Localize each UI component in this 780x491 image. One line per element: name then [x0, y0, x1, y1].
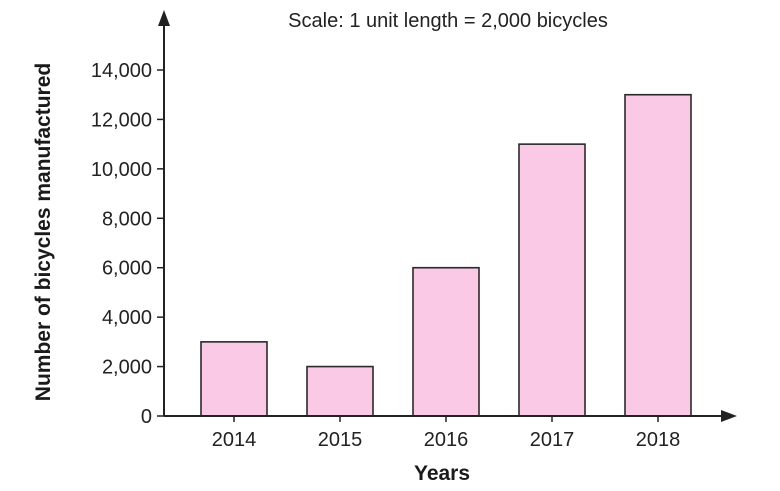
bar-2016: [412, 266, 480, 417]
y-tick-label: 6,000: [102, 258, 152, 280]
y-tick-label: 8,000: [102, 208, 152, 230]
y-axis: [158, 10, 170, 416]
x-tick-label: 2014: [212, 429, 257, 451]
x-tick-label: 2015: [318, 429, 363, 451]
bar-2017: [518, 143, 586, 417]
bars-group: [200, 93, 692, 417]
y-tick-label: 4,000: [102, 307, 152, 329]
y-tick-label: 2,000: [102, 357, 152, 379]
x-axis: [164, 410, 737, 422]
y-tick-label: 14,000: [91, 60, 152, 82]
bar-2014: [200, 341, 268, 417]
x-tick-label: 2018: [636, 429, 681, 451]
x-tick-label: 2017: [530, 429, 575, 451]
bar-2018: [624, 93, 692, 417]
y-axis-ticks: 0 2,000 4,000 6,000 8,000 10,000 12,000 14,000: [91, 60, 164, 428]
x-axis-title: Years: [414, 462, 470, 485]
y-axis-arrow-icon: [158, 10, 170, 26]
y-axis-title: Number of bicycles manufactured: [32, 63, 55, 401]
x-tick-label: 2016: [424, 429, 469, 451]
chart-scale-note: Scale: 1 unit length = 2,000 bicycles: [288, 10, 608, 32]
x-axis-ticks: 2014 2015 2016 2017 2018: [212, 416, 681, 451]
y-tick-label: 0: [141, 406, 152, 428]
x-axis-arrow-icon: [721, 410, 737, 422]
y-tick-label: 12,000: [91, 109, 152, 131]
y-tick-label: 10,000: [91, 159, 152, 181]
bar-2015: [306, 365, 374, 417]
